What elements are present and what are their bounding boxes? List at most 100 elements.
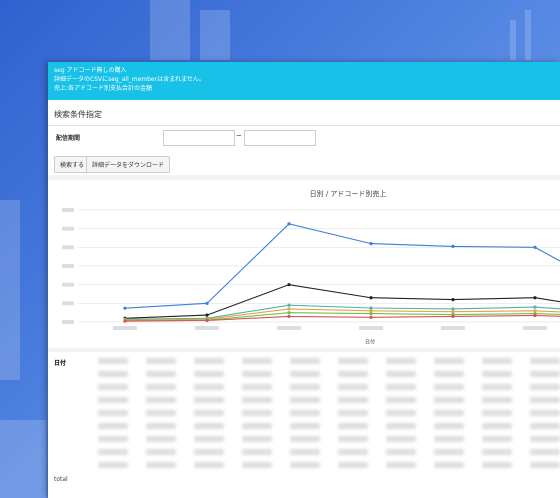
range-separator: ~ — [236, 132, 242, 140]
blurred-cell — [434, 449, 464, 455]
blurred-cell — [98, 384, 128, 390]
point — [287, 311, 291, 315]
blurred-x-label — [277, 326, 301, 330]
notice-line: seg アドコード無しの購入 — [54, 67, 127, 74]
bg-bar — [0, 200, 20, 380]
bg-bar — [525, 10, 531, 60]
blurred-cell — [338, 410, 368, 416]
search-title: 検索条件指定 — [54, 110, 102, 119]
blurred-tick-label — [62, 264, 74, 268]
point — [369, 312, 373, 316]
blurred-cell — [290, 423, 320, 429]
blurred-cell — [194, 449, 224, 455]
data-table: 日付 total — [48, 352, 560, 498]
blurred-cell — [338, 371, 368, 377]
blurred-cell — [386, 371, 416, 377]
blurred-cell — [290, 384, 320, 390]
blurred-cell — [530, 410, 560, 416]
blurred-cell — [290, 358, 320, 364]
chart-panel: 日別 / アドコード別売上日付 — [48, 180, 560, 348]
point — [533, 296, 537, 300]
point — [533, 245, 537, 249]
blurred-cell — [386, 462, 416, 468]
blurred-cell — [194, 384, 224, 390]
blurred-cell — [386, 397, 416, 403]
blurred-cell — [530, 462, 560, 468]
point — [123, 306, 127, 310]
blurred-cell — [98, 371, 128, 377]
blurred-cell — [290, 397, 320, 403]
notice: seg アドコード無しの購入 詳細データのCSVにseg_all_memberは… — [48, 62, 560, 100]
point — [451, 244, 455, 248]
blurred-cell — [434, 371, 464, 377]
date-to[interactable] — [244, 130, 316, 146]
blurred-cell — [338, 397, 368, 403]
blurred-cell — [146, 384, 176, 390]
point — [369, 296, 373, 300]
point — [451, 307, 455, 311]
blurred-cell — [482, 462, 512, 468]
blurred-cell — [434, 462, 464, 468]
table-footer: total — [54, 476, 68, 483]
blurred-cell — [242, 462, 272, 468]
blurred-tick-label — [62, 245, 74, 250]
blurred-cell — [146, 410, 176, 416]
blurred-cell — [338, 384, 368, 390]
blurred-cell — [482, 358, 512, 364]
blurred-cell — [482, 423, 512, 429]
blurred-cell — [146, 397, 176, 403]
point — [287, 303, 291, 307]
blurred-cell — [242, 436, 272, 442]
blurred-cell — [98, 410, 128, 416]
blurred-cell — [146, 371, 176, 377]
blurred-cell — [530, 436, 560, 442]
blurred-cell — [482, 371, 512, 377]
period-label: 配信期間 — [56, 135, 81, 142]
blurred-cell — [194, 358, 224, 364]
point — [533, 309, 537, 313]
blurred-cell — [290, 449, 320, 455]
point — [369, 306, 373, 310]
divider — [48, 125, 560, 126]
blurred-cell — [194, 436, 224, 442]
point — [205, 318, 209, 323]
blurred-cell — [434, 358, 464, 364]
blurred-cell — [338, 462, 368, 468]
blurred-cell — [146, 462, 176, 468]
blurred-cell — [242, 397, 272, 403]
search-button[interactable]: 検索する — [54, 156, 91, 173]
download-button[interactable]: 詳細データをダウンロード — [86, 156, 171, 173]
blurred-cell — [530, 423, 560, 429]
point — [205, 301, 209, 305]
blurred-cell — [482, 384, 512, 390]
blurred-cell — [194, 371, 224, 377]
bg-bar — [200, 10, 230, 60]
blurred-cell — [98, 423, 128, 429]
x-axis-label: 日付 — [365, 339, 375, 346]
blurred-cell — [290, 462, 320, 468]
blurred-cell — [434, 384, 464, 390]
blurred-cell — [386, 384, 416, 390]
point — [123, 319, 127, 323]
point — [287, 222, 291, 226]
blurred-cell — [338, 436, 368, 442]
blurred-tick-label — [62, 226, 74, 231]
blurred-cell — [386, 423, 416, 429]
blurred-x-label — [113, 326, 137, 330]
blurred-cell — [386, 410, 416, 416]
blurred-cell — [338, 449, 368, 455]
blurred-cell — [338, 358, 368, 364]
blurred-cell — [290, 371, 320, 377]
date-from[interactable] — [163, 130, 235, 146]
search-panel: 検索条件指定 配信期間 ~ 検索する 詳細データをダウンロード — [48, 100, 560, 175]
blurred-cell — [194, 397, 224, 403]
chart-title: 日別 / アドコード別売上 — [310, 189, 387, 198]
blurred-cell — [482, 449, 512, 455]
notice-line: 詳細データのCSVにseg_all_memberは含まれません。 — [54, 76, 205, 83]
point — [451, 314, 455, 318]
point — [451, 298, 455, 302]
bg-bar — [150, 0, 190, 60]
blurred-cell — [482, 436, 512, 442]
blurred-cell — [434, 397, 464, 403]
